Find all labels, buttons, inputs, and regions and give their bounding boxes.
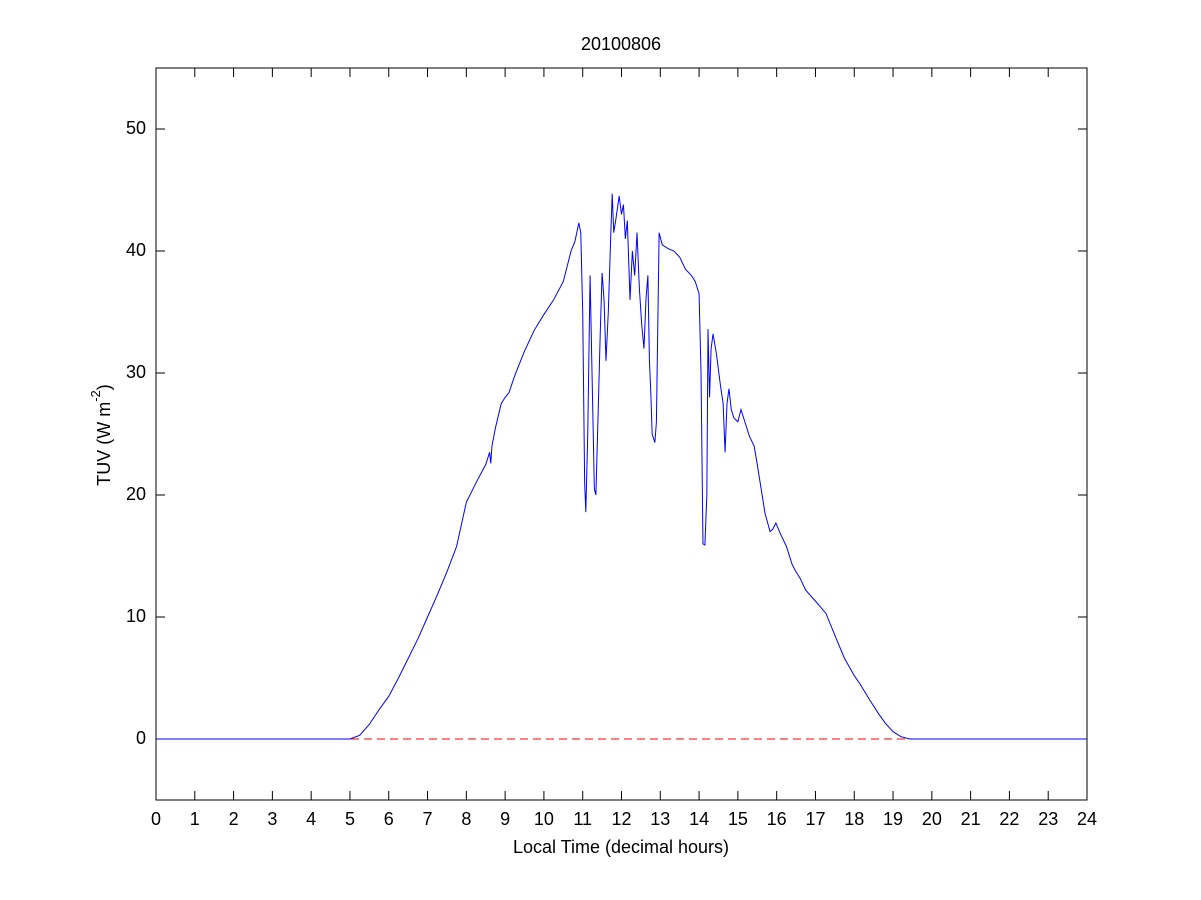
x-tick-label: 20 bbox=[922, 809, 942, 829]
plot-frame bbox=[155, 67, 1088, 801]
x-tick-label: 10 bbox=[534, 809, 554, 829]
x-tick-label: 3 bbox=[267, 809, 277, 829]
chart-title: 20100806 bbox=[581, 34, 661, 54]
x-tick-label: 12 bbox=[611, 809, 631, 829]
x-tick-label: 13 bbox=[650, 809, 670, 829]
x-tick-label: 4 bbox=[306, 809, 316, 829]
x-tick-label: 14 bbox=[689, 809, 709, 829]
x-tick-label: 23 bbox=[1038, 809, 1058, 829]
x-tick-label: 7 bbox=[423, 809, 433, 829]
x-tick-label: 17 bbox=[805, 809, 825, 829]
y-axis-label-end: ) bbox=[94, 384, 114, 390]
y-tick-label: 0 bbox=[136, 728, 146, 748]
y-tick-label: 20 bbox=[126, 484, 146, 504]
x-tick-label: 2 bbox=[229, 809, 239, 829]
x-axis-label: Local Time (decimal hours) bbox=[513, 837, 729, 857]
y-tick-label: 10 bbox=[126, 606, 146, 626]
x-tick-label: 21 bbox=[961, 809, 981, 829]
x-tick-label: 8 bbox=[461, 809, 471, 829]
x-tick-label: 9 bbox=[500, 809, 510, 829]
data-line bbox=[156, 193, 1087, 740]
y-tick-label: 30 bbox=[126, 362, 146, 382]
x-tick-label: 19 bbox=[883, 809, 903, 829]
x-tick-label: 0 bbox=[151, 809, 161, 829]
x-tick-label: 18 bbox=[844, 809, 864, 829]
x-tick-label: 5 bbox=[345, 809, 355, 829]
y-tick-label: 50 bbox=[126, 118, 146, 138]
x-tick-label: 11 bbox=[573, 809, 592, 829]
y-axis-label-sup: -2 bbox=[88, 390, 103, 402]
y-tick-label: 40 bbox=[126, 240, 146, 260]
x-tick-label: 6 bbox=[384, 809, 394, 829]
y-axis-label-main: TUV (W m bbox=[94, 402, 114, 486]
y-axis-label: TUV (W m-2) bbox=[88, 384, 113, 486]
x-tick-label: 22 bbox=[999, 809, 1019, 829]
x-tick-label: 1 bbox=[190, 809, 200, 829]
x-tick-label: 15 bbox=[728, 809, 748, 829]
x-tick-label: 16 bbox=[767, 809, 787, 829]
x-tick-label: 24 bbox=[1077, 809, 1097, 829]
